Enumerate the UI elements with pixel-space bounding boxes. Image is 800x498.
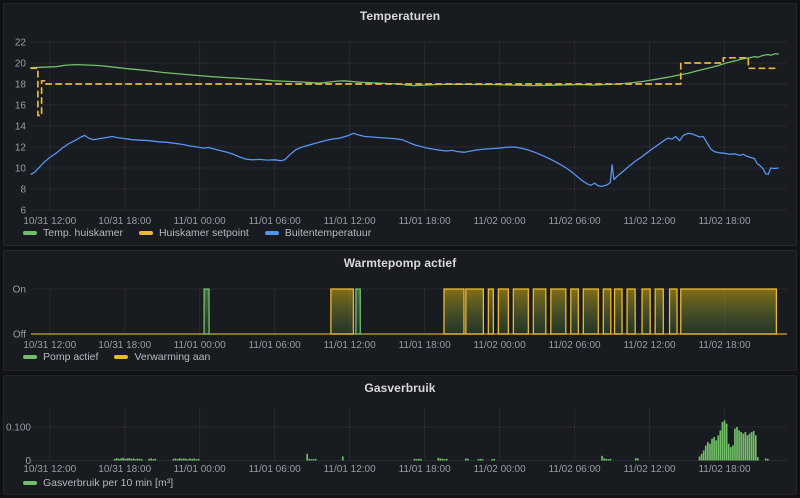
- svg-text:11/02 12:00: 11/02 12:00: [623, 216, 676, 227]
- svg-text:20: 20: [15, 59, 27, 70]
- svg-text:11/01 00:00: 11/01 00:00: [174, 464, 227, 475]
- svg-text:11/01 00:00: 11/01 00:00: [174, 216, 227, 227]
- svg-text:11/01 12:00: 11/01 12:00: [324, 216, 377, 227]
- legend-swatch-icon: [23, 231, 37, 235]
- legend-item-temp-huiskamer[interactable]: Temp. huiskamer: [23, 227, 123, 239]
- svg-text:11/02 06:00: 11/02 06:00: [549, 464, 602, 475]
- legend-swatch-icon: [264, 231, 279, 235]
- svg-text:11/02 12:00: 11/02 12:00: [623, 340, 676, 351]
- legend-label: Huiskamer setpoint: [158, 227, 249, 239]
- svg-text:18: 18: [15, 80, 27, 91]
- panel-title-temperaturen[interactable]: Temperaturen: [359, 9, 441, 23]
- svg-text:10/31 12:00: 10/31 12:00: [23, 340, 76, 351]
- panel-gasverbruik: Gasverbruik 10/31 12:00 10/31 18:00 11/01 …: [3, 375, 797, 495]
- panel-warmtepomp-actief: Warmtepomp actief 10/31 12:00 10/31 18:00…: [3, 250, 797, 371]
- svg-text:11/02 00:00: 11/02 00:00: [474, 464, 527, 475]
- panel-temperaturen: Temperaturen 10/31 12:00 10/31 18:00 11/01…: [3, 3, 797, 246]
- temperaturen-chart-area[interactable]: 10/31 12:00 10/31 18:00 11/01 00:00 11/01 0…: [4, 4, 796, 245]
- gasverbruik-chart-area[interactable]: 10/31 12:00 10/31 18:00 11/01 00:00 11/01 0…: [4, 376, 796, 494]
- legend-label: Buitentemperatuur: [284, 227, 372, 239]
- warmtepomp-chart-area[interactable]: 10/31 12:00 10/31 18:00 11/01 00:00 11/01 0…: [4, 251, 796, 370]
- legend-item-pomp-actief[interactable]: Pomp actief: [23, 351, 98, 363]
- svg-text:Off: Off: [13, 330, 26, 341]
- legend-item-verwarming-aan[interactable]: Verwarming aan: [114, 351, 210, 363]
- legend-label: Gasverbruik per 10 min [m³]: [43, 477, 174, 489]
- svg-text:11/02 00:00: 11/02 00:00: [474, 216, 527, 227]
- legend-temperaturen: Temp. huiskamer Huiskamer setpoint Buite…: [23, 227, 371, 239]
- legend-item-buitentemperatuur[interactable]: Buitentemperatuur: [264, 227, 372, 239]
- svg-text:11/01 18:00: 11/01 18:00: [399, 464, 452, 475]
- svg-text:11/02 00:00: 11/02 00:00: [474, 340, 527, 351]
- svg-text:8: 8: [20, 185, 26, 196]
- svg-text:11/01 18:00: 11/01 18:00: [399, 216, 452, 227]
- svg-text:10/31 12:00: 10/31 12:00: [23, 216, 76, 227]
- legend-label: Pomp actief: [43, 351, 99, 363]
- svg-text:0: 0: [25, 456, 31, 467]
- svg-text:11/02 06:00: 11/02 06:00: [549, 216, 602, 227]
- svg-text:11/01 06:00: 11/01 06:00: [249, 216, 302, 227]
- legend-swatch-icon: [23, 355, 37, 359]
- svg-text:10: 10: [15, 164, 27, 175]
- legend-swatch-icon: [23, 481, 37, 485]
- legend-label: Verwarming aan: [134, 351, 211, 363]
- svg-text:10/31 18:00: 10/31 18:00: [98, 464, 151, 475]
- svg-text:11/01 12:00: 11/01 12:00: [324, 464, 377, 475]
- panel-title-warmtepomp[interactable]: Warmtepomp actief: [343, 256, 457, 270]
- legend-label: Temp. huiskamer: [43, 227, 123, 239]
- svg-text:11/01 00:00: 11/01 00:00: [174, 340, 227, 351]
- svg-text:6: 6: [20, 206, 26, 217]
- legend-warmtepomp: Pomp actief Verwarming aan: [23, 351, 210, 363]
- svg-text:11/02 18:00: 11/02 18:00: [698, 216, 751, 227]
- svg-text:16: 16: [15, 101, 27, 112]
- svg-text:11/01 18:00: 11/01 18:00: [399, 340, 452, 351]
- legend-item-gasverbruik[interactable]: Gasverbruik per 10 min [m³]: [23, 477, 173, 489]
- svg-text:11/02 18:00: 11/02 18:00: [698, 340, 751, 351]
- legend-gasverbruik: Gasverbruik per 10 min [m³]: [23, 477, 173, 489]
- legend-swatch-icon: [138, 231, 153, 235]
- svg-text:11/01 06:00: 11/01 06:00: [249, 340, 302, 351]
- legend-item-huiskamer-setpoint[interactable]: Huiskamer setpoint: [138, 227, 249, 239]
- svg-text:12: 12: [15, 143, 27, 154]
- svg-text:22: 22: [15, 38, 27, 49]
- svg-text:11/02 12:00: 11/02 12:00: [623, 464, 676, 475]
- svg-text:11/01 06:00: 11/01 06:00: [249, 464, 302, 475]
- legend-swatch-icon: [114, 355, 129, 359]
- svg-text:On: On: [13, 285, 26, 296]
- svg-text:0.100: 0.100: [6, 423, 31, 434]
- svg-text:11/02 18:00: 11/02 18:00: [698, 464, 751, 475]
- svg-text:10/31 18:00: 10/31 18:00: [98, 340, 151, 351]
- svg-text:10/31 12:00: 10/31 12:00: [23, 464, 76, 475]
- panel-title-gasverbruik[interactable]: Gasverbruik: [364, 381, 436, 395]
- svg-text:14: 14: [15, 122, 27, 133]
- svg-text:11/01 12:00: 11/01 12:00: [324, 340, 377, 351]
- svg-text:11/02 06:00: 11/02 06:00: [549, 340, 602, 351]
- svg-text:10/31 18:00: 10/31 18:00: [98, 216, 151, 227]
